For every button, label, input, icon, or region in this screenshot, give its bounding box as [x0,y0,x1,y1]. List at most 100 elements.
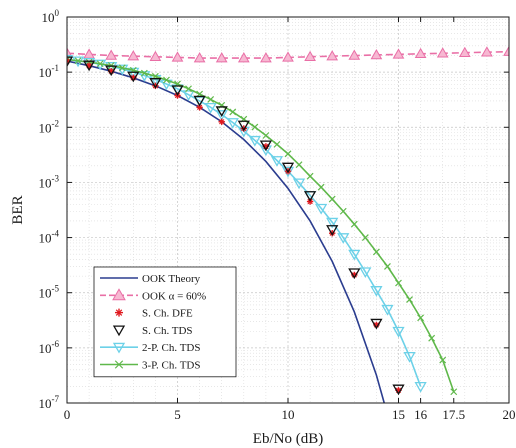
legend-box [93,266,237,378]
series-marker [450,388,458,396]
series-marker [395,279,402,287]
series-marker [370,318,383,330]
series-marker [262,132,270,139]
legend-entry: 3-P. Ch. TDS [100,360,200,372]
series-marker [270,156,284,167]
series-marker [317,183,325,191]
y-tick-label: 10-7 [39,394,60,411]
series-marker [140,69,148,77]
series-marker [481,46,493,57]
series-marker [403,351,416,363]
series-marker [112,342,126,354]
series-marker [284,150,292,158]
series-marker [105,65,118,77]
x-axis-label: Eb/No (dB) [253,431,323,447]
series-marker [207,96,215,103]
series-marker [226,118,239,129]
series-marker [350,220,358,228]
series-marker [428,334,436,342]
series-marker [339,207,347,215]
series-marker [503,45,509,56]
series-marker [273,140,281,148]
legend-entry: OOK α = 60% [100,288,206,302]
series-marker [315,203,328,215]
series-marker [417,314,425,322]
series-marker [67,47,73,58]
series-marker [114,360,124,369]
series-marker [372,248,380,256]
series-marker [292,178,306,190]
series-marker [127,71,140,83]
series-marker [229,108,237,116]
series-marker [370,48,383,60]
legend-label: OOK Theory [142,273,201,285]
series-marker [127,50,140,61]
series-marker [303,191,317,202]
series-marker [193,95,206,107]
series-marker [392,384,405,396]
series-marker [237,52,250,63]
series-marker [171,85,184,97]
x-tick-label: 15 [392,407,405,422]
series-line [67,60,408,403]
series-marker [326,50,339,61]
series-marker [149,50,162,62]
series-marker [74,57,82,65]
series-marker [328,195,336,203]
series-marker [149,78,162,89]
series-marker [193,52,206,63]
series-marker [218,118,225,125]
series-marker [260,52,272,63]
series-marker [112,288,126,301]
y-tick-label: 10-4 [39,229,60,246]
series-5 [67,56,458,396]
series-marker [112,325,126,337]
series-marker [381,304,394,316]
series-marker [306,172,314,180]
tick-layer: 0 5 10 15 16 17.5 20 100 10-1 10-2 10-3 10-4 10-5 10-… [39,8,516,422]
series-marker [337,233,350,244]
legend-label: 2-P. Ch. TDS [142,342,200,354]
series-marker [215,106,228,117]
series-marker [348,249,361,261]
series-marker [361,234,369,241]
y-axis-label: BER [10,195,26,224]
series-marker [326,217,339,229]
series-marker [215,52,228,63]
series-marker [282,51,294,62]
series-marker [67,56,74,68]
y-tick-label: 10-5 [39,284,60,301]
series-marker [392,326,405,338]
x-tick-label: 10 [282,407,295,422]
y-tick-label: 10-3 [39,173,60,190]
y-tick-label: 10-1 [39,63,60,80]
series-marker [185,85,192,93]
legend-entry: OOK Theory [100,273,201,285]
x-tick-label: 16 [414,407,428,422]
series-marker [439,356,447,364]
y-tick-label: 10-2 [39,118,60,135]
series-marker [384,262,391,270]
series-marker [304,50,316,62]
series-line [67,58,455,393]
legend-label: 3-P. Ch. TDS [142,360,200,372]
series-marker [326,225,339,236]
series-3 [67,56,405,396]
legend-entry: 2-P. Ch. TDS [100,342,200,354]
series-marker [370,286,383,297]
x-tick-label: 17.5 [442,407,465,422]
series-marker [295,161,303,169]
x-tick-label: 20 [503,407,516,422]
series-marker [171,51,184,62]
series-marker [248,135,261,147]
series-marker [392,48,405,59]
series-marker [105,62,118,73]
series-marker [251,123,259,131]
series-marker [259,140,273,152]
y-tick-label: 100 [42,8,60,25]
y-tick-label: 10-6 [39,339,60,356]
series-layer [67,45,509,403]
series-marker [237,120,250,132]
